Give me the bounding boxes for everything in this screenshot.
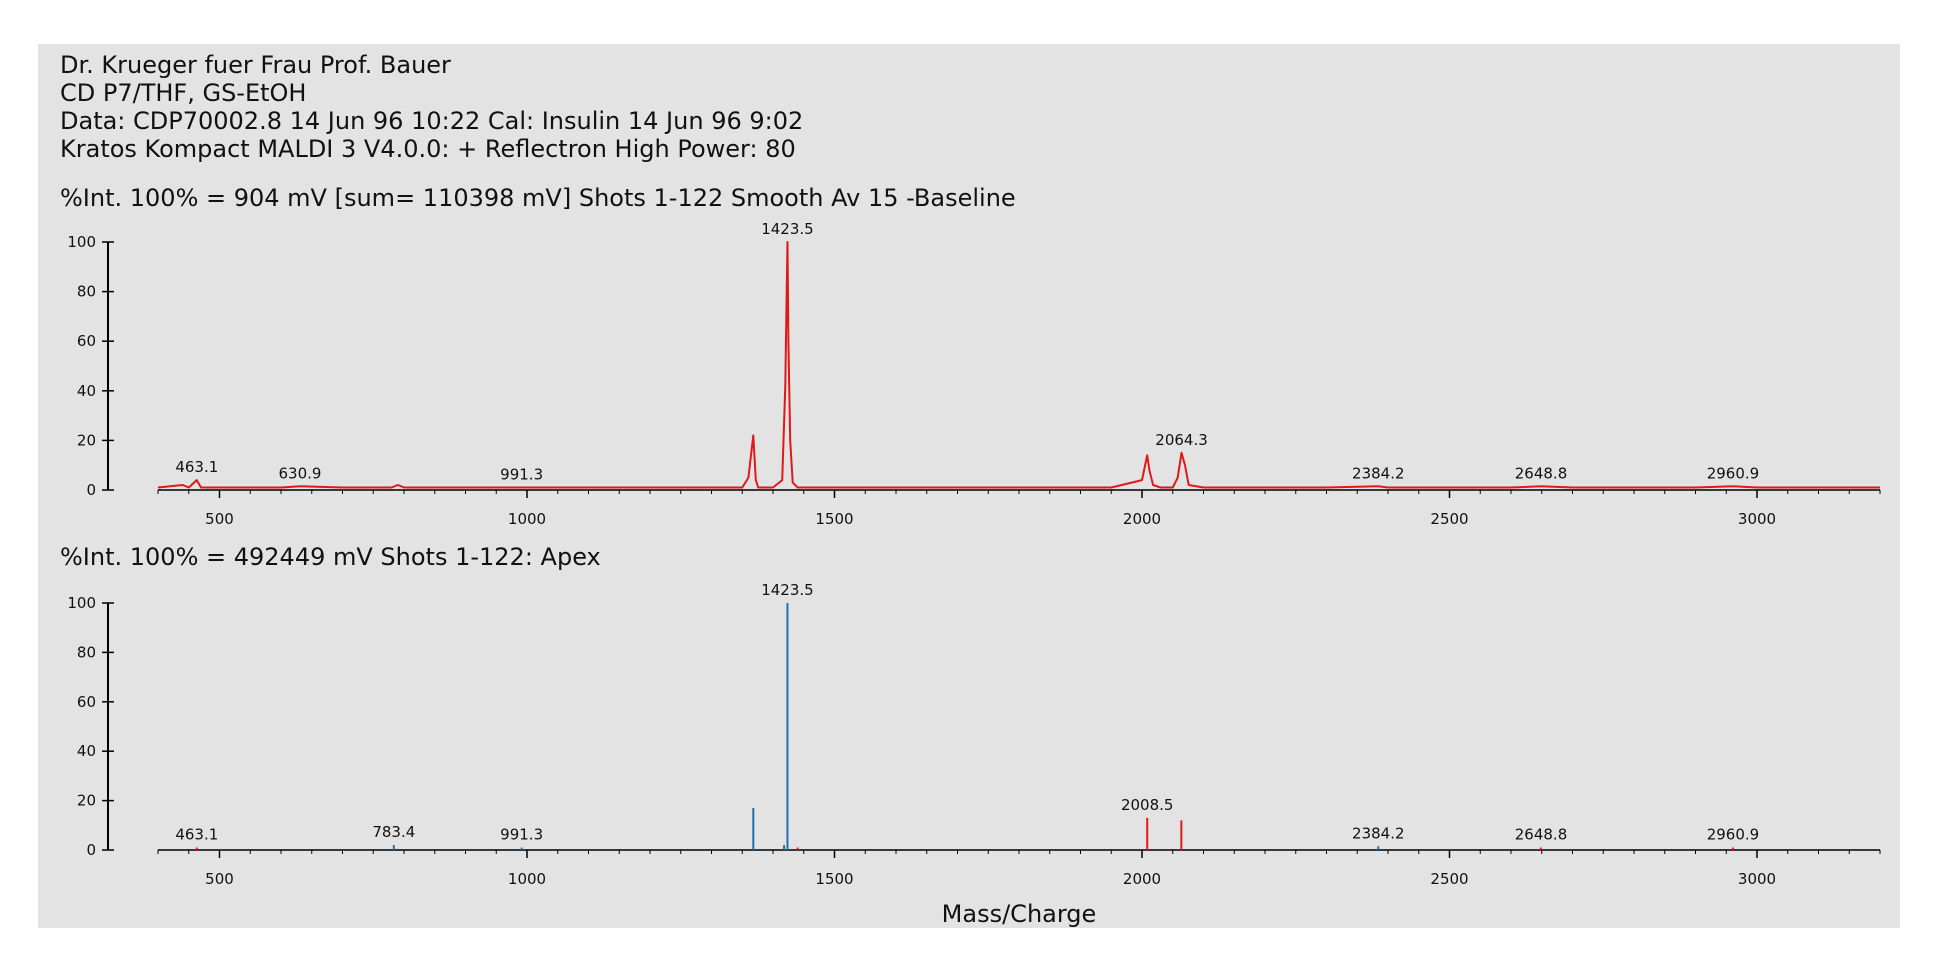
top-peak-label: 2384.2 <box>1352 464 1405 482</box>
spectrum-panel <box>38 44 1900 928</box>
top-peak-label: 630.9 <box>279 464 322 482</box>
bottom-y-tick-label: 80 <box>77 643 96 661</box>
top-x-tick-label: 1000 <box>508 510 546 528</box>
top-x-tick-label: 500 <box>205 510 234 528</box>
top-peak-label: 2960.9 <box>1707 464 1760 482</box>
bottom-stat-line: %Int. 100% = 492449 mV Shots 1-122: Apex <box>60 543 601 571</box>
top-x-tick-label: 3000 <box>1738 510 1776 528</box>
bottom-y-tick-label: 100 <box>67 594 96 612</box>
top-y-tick-label: 20 <box>77 431 96 449</box>
bottom-peak-label: 2008.5 <box>1121 796 1174 814</box>
top-y-tick-label: 40 <box>77 382 96 400</box>
top-peak-label: 1423.5 <box>761 220 814 238</box>
top-y-tick-label: 60 <box>77 332 96 350</box>
top-peak-label: 2064.3 <box>1155 431 1208 449</box>
top-y-tick-label: 0 <box>86 481 96 499</box>
bottom-peak-label: 463.1 <box>175 826 218 844</box>
top-peak-label: 991.3 <box>500 466 543 484</box>
top-peak-label: 463.1 <box>175 458 218 476</box>
bottom-peak-label: 783.4 <box>372 823 415 841</box>
top-x-tick-label: 1500 <box>815 510 853 528</box>
bottom-y-tick-label: 60 <box>77 693 96 711</box>
bottom-peak-label: 991.3 <box>500 826 543 844</box>
header-line-2: CD P7/THF, GS-EtOH <box>60 79 307 107</box>
bottom-x-tick-label: 1000 <box>508 870 546 888</box>
bottom-x-tick-label: 2000 <box>1123 870 1161 888</box>
bottom-peak-label: 2960.9 <box>1707 826 1760 844</box>
bottom-peak-label: 2648.8 <box>1515 826 1568 844</box>
bottom-y-tick-label: 20 <box>77 792 96 810</box>
bottom-x-tick-label: 500 <box>205 870 234 888</box>
top-y-tick-label: 100 <box>67 233 96 251</box>
bottom-x-tick-label: 1500 <box>815 870 853 888</box>
bottom-x-axis-title: Mass/Charge <box>942 900 1097 928</box>
top-peak-label: 2648.8 <box>1515 464 1568 482</box>
bottom-x-tick-label: 3000 <box>1738 870 1776 888</box>
bottom-y-tick-label: 40 <box>77 742 96 760</box>
top-x-tick-label: 2500 <box>1430 510 1468 528</box>
top-stat-line: %Int. 100% = 904 mV [sum= 110398 mV] Sho… <box>60 184 1016 212</box>
header-line-3: Data: CDP70002.8 14 Jun 96 10:22 Cal: In… <box>60 107 804 135</box>
top-spectrum-line <box>157 241 1880 489</box>
top-x-tick-label: 2000 <box>1123 510 1161 528</box>
bottom-peak-label: 1423.5 <box>761 581 814 599</box>
top-y-tick-label: 80 <box>77 283 96 301</box>
bottom-peak-label: 2384.2 <box>1352 824 1405 842</box>
bottom-y-tick-label: 0 <box>86 841 96 859</box>
header-line-1: Dr. Krueger fuer Frau Prof. Bauer <box>60 51 451 79</box>
bottom-x-tick-label: 2500 <box>1430 870 1468 888</box>
header-line-4: Kratos Kompact MALDI 3 V4.0.0: + Reflect… <box>60 135 796 163</box>
